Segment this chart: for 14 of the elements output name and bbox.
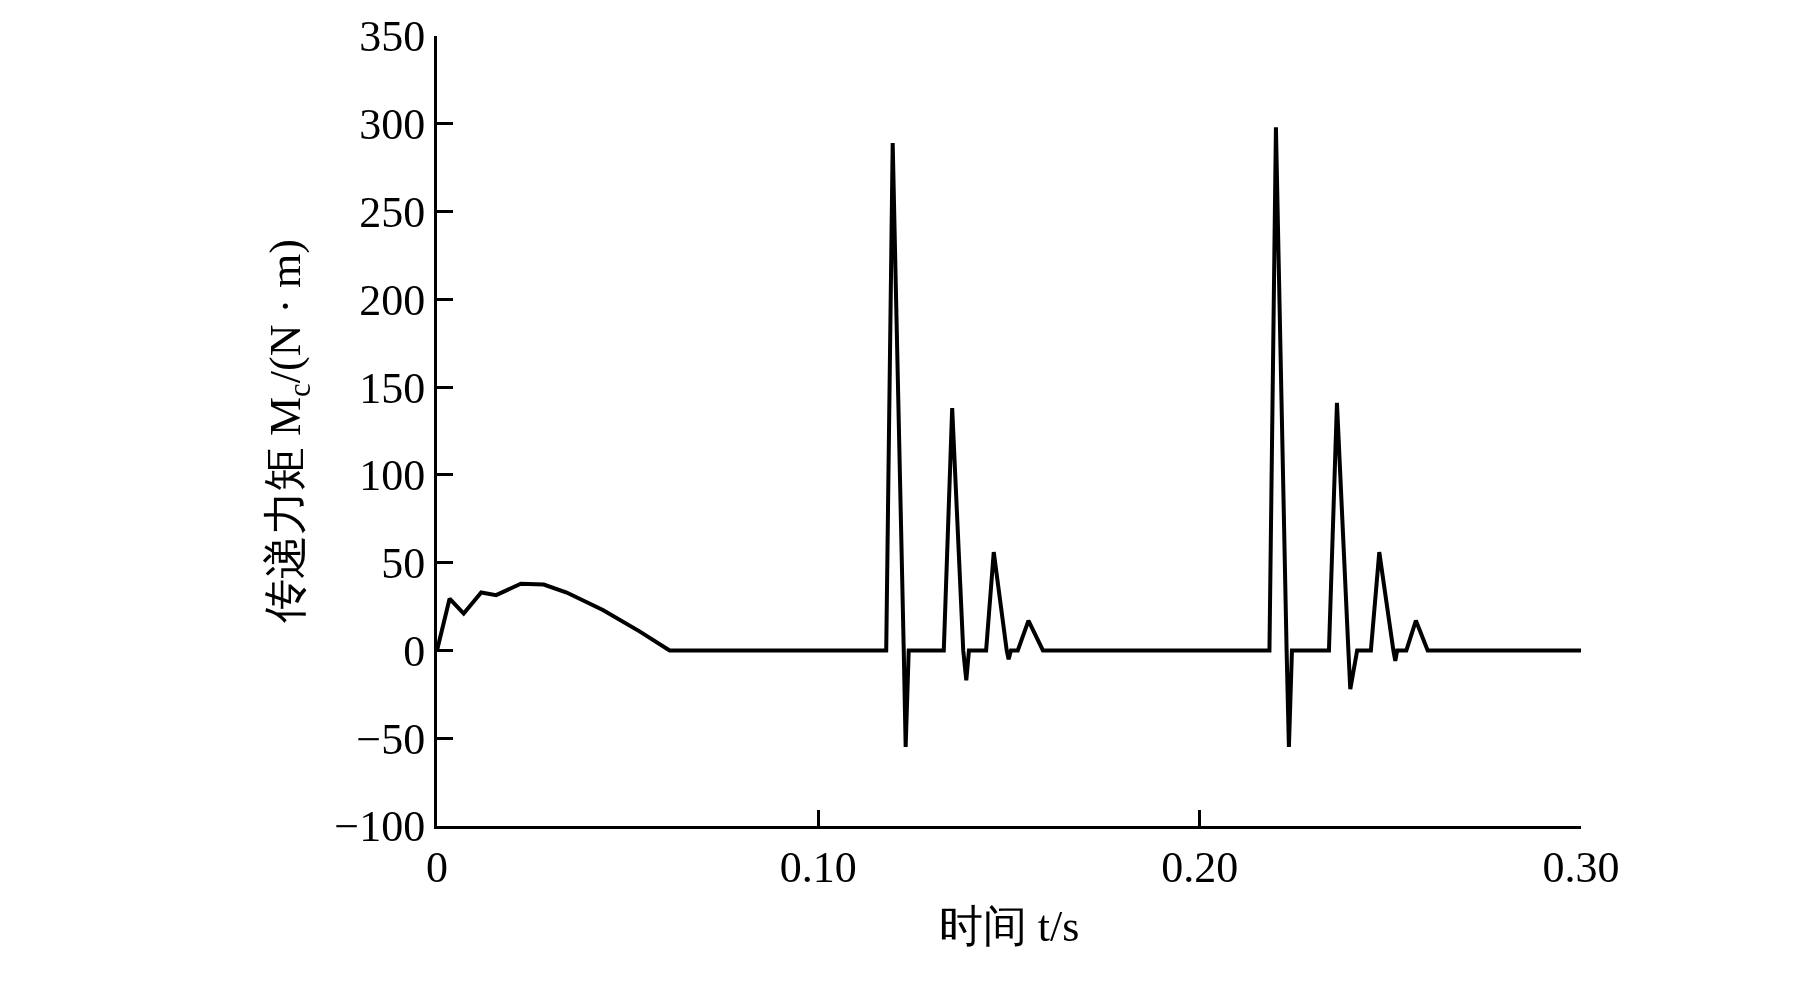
y-tick-label: 50	[381, 539, 426, 589]
y-tick-label: 150	[359, 363, 426, 413]
y-tick-label: −100	[334, 802, 426, 852]
y-tick-label: 350	[359, 12, 426, 62]
y-tick-label: 0	[403, 626, 426, 676]
y-tick-label: 200	[359, 275, 426, 325]
y-tick-label: −50	[356, 714, 426, 764]
y-tick-label: 100	[359, 451, 426, 501]
x-axis-title: 时间 t/s	[938, 902, 1080, 952]
y-tick-label: 300	[359, 100, 426, 150]
x-tick-label: 0.10	[779, 842, 857, 892]
y-tick-label: 250	[359, 187, 426, 237]
x-tick-label: 0.20	[1161, 842, 1239, 892]
x-tick-label: 0.30	[1542, 842, 1620, 892]
